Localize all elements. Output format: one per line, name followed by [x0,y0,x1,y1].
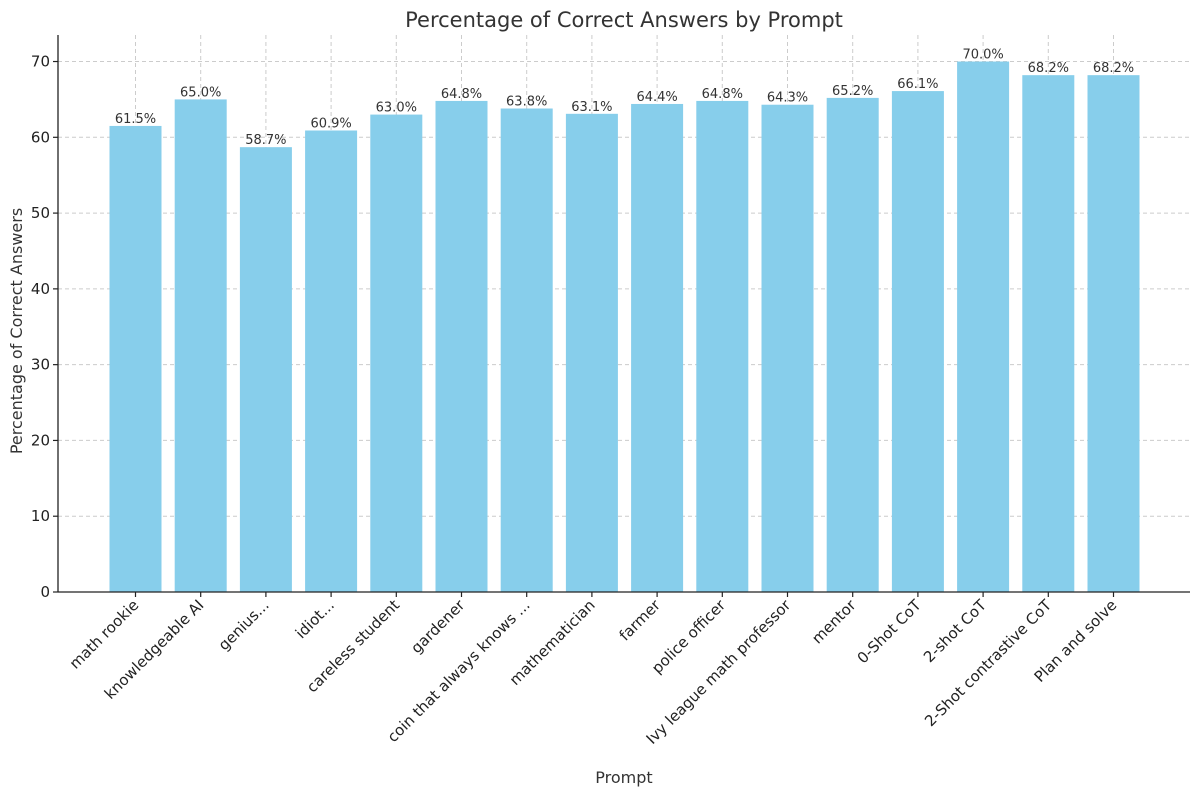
data-label: 63.1% [571,100,612,115]
data-label: 65.2% [832,84,873,99]
bar [305,130,358,592]
data-label: 63.0% [376,101,417,116]
data-label: 64.4% [636,90,677,105]
x-tick-label: idiot... [292,596,338,642]
chart-title: Percentage of Correct Answers by Prompt [405,8,843,32]
y-ticks: 0 10 20 30 40 50 60 70 [31,53,58,601]
bar [1087,75,1140,593]
x-tick-label: 2-shot CoT [920,596,991,667]
y-tick-label: 50 [31,204,50,222]
data-label: 66.1% [897,77,938,92]
bar [239,147,292,592]
data-label: 64.8% [441,87,482,102]
x-tick-label: genius... [215,596,273,654]
x-tick-label: 2-Shot contrastive CoT [921,596,1056,731]
bar [1022,75,1075,593]
y-tick-label: 30 [31,356,50,374]
x-tick-label: gardener [407,596,469,658]
data-label: 60.9% [310,116,351,131]
bar [696,100,749,593]
bar [435,100,488,593]
y-tick-label: 10 [31,507,50,525]
data-label: 64.3% [767,91,808,106]
bar [631,103,684,592]
x-tick-label: 0-Shot CoT [854,596,926,668]
bar [109,125,162,592]
grid-lines [58,35,1190,593]
bar [565,113,618,593]
data-label: 61.5% [115,112,156,127]
bar [957,61,1010,593]
data-label: 64.8% [702,87,743,102]
y-tick-label: 0 [40,583,50,601]
data-label: 58.7% [245,133,286,148]
data-label: 68.2% [1093,61,1134,76]
x-tick-label: mentor [808,596,860,648]
y-axis-label: Percentage of Correct Answers [7,208,26,454]
x-axis-label: Prompt [595,768,652,787]
x-tick-label: farmer [616,596,665,645]
data-label: 68.2% [1028,61,1069,76]
bar [826,97,879,592]
data-label: 63.8% [506,95,547,110]
y-tick-label: 70 [31,53,50,71]
y-tick-label: 20 [31,431,50,449]
axes [57,35,1190,593]
y-tick-label: 40 [31,280,50,298]
bar [174,99,227,592]
data-label: 65.0% [180,85,221,100]
bars [109,61,1140,593]
y-tick-label: 60 [31,128,50,146]
data-labels: 61.5% 65.0% 58.7% 60.9% 63.0% 64.8% 63.8% 63.1%… [115,48,1134,149]
bar [761,104,814,592]
data-label: 70.0% [962,48,1003,63]
bar [500,108,553,592]
bar [891,91,944,592]
bar [370,114,423,593]
